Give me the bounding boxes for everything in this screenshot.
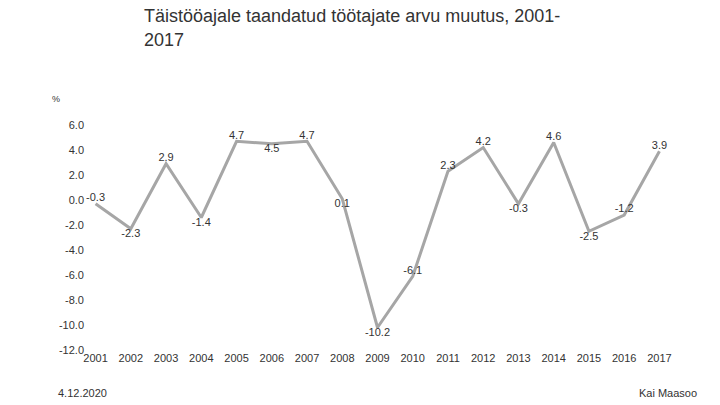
svg-text:2013: 2013 [506, 352, 530, 364]
svg-text:-6.1: -6.1 [403, 264, 422, 276]
svg-text:4.7: 4.7 [229, 129, 244, 141]
svg-text:4.2: 4.2 [476, 135, 491, 147]
svg-text:-6.0: -6.0 [65, 269, 84, 281]
svg-text:2007: 2007 [295, 352, 319, 364]
svg-text:2.9: 2.9 [158, 151, 173, 163]
svg-text:2.3: 2.3 [440, 159, 455, 171]
svg-text:-0.3: -0.3 [86, 191, 105, 203]
svg-text:2008: 2008 [330, 352, 354, 364]
svg-text:2011: 2011 [436, 352, 460, 364]
svg-text:-1.2: -1.2 [615, 202, 634, 214]
svg-text:2006: 2006 [260, 352, 284, 364]
svg-text:4.7: 4.7 [299, 129, 314, 141]
svg-text:2004: 2004 [189, 352, 213, 364]
svg-text:4.0: 4.0 [69, 144, 84, 156]
svg-text:2012: 2012 [471, 352, 495, 364]
svg-text:2010: 2010 [400, 352, 424, 364]
svg-text:-2.0: -2.0 [65, 219, 84, 231]
svg-text:2014: 2014 [541, 352, 565, 364]
svg-text:-10.2: -10.2 [365, 326, 390, 338]
svg-text:2002: 2002 [119, 352, 143, 364]
svg-text:-8.0: -8.0 [65, 294, 84, 306]
svg-text:-1.4: -1.4 [192, 216, 211, 228]
svg-text:4.5: 4.5 [264, 142, 279, 154]
svg-text:2001: 2001 [83, 352, 107, 364]
svg-text:6.0: 6.0 [69, 119, 84, 131]
svg-text:2009: 2009 [365, 352, 389, 364]
svg-text:Kai Maasoo: Kai Maasoo [639, 387, 697, 399]
svg-text:0.0: 0.0 [69, 194, 84, 206]
svg-text:4.12.2020: 4.12.2020 [58, 387, 107, 399]
svg-text:2.0: 2.0 [69, 169, 84, 181]
svg-text:4.6: 4.6 [546, 130, 561, 142]
svg-text:0.1: 0.1 [335, 197, 350, 209]
svg-text:3.9: 3.9 [652, 139, 667, 151]
svg-text:2015: 2015 [577, 352, 601, 364]
svg-text:-2.3: -2.3 [121, 227, 140, 239]
svg-text:-10.0: -10.0 [59, 319, 84, 331]
svg-text:2017: 2017 [647, 352, 671, 364]
svg-text:Täistööajale taandatud töötaja: Täistööajale taandatud töötajate arvu mu… [144, 6, 560, 49]
svg-text:-4.0: -4.0 [65, 244, 84, 256]
svg-text:2016: 2016 [612, 352, 636, 364]
svg-text:-2.5: -2.5 [579, 230, 598, 242]
svg-text:2005: 2005 [224, 352, 248, 364]
svg-text:%: % [52, 94, 60, 104]
svg-text:2003: 2003 [154, 352, 178, 364]
svg-text:-12.0: -12.0 [59, 344, 84, 356]
svg-text:-0.3: -0.3 [509, 202, 528, 214]
